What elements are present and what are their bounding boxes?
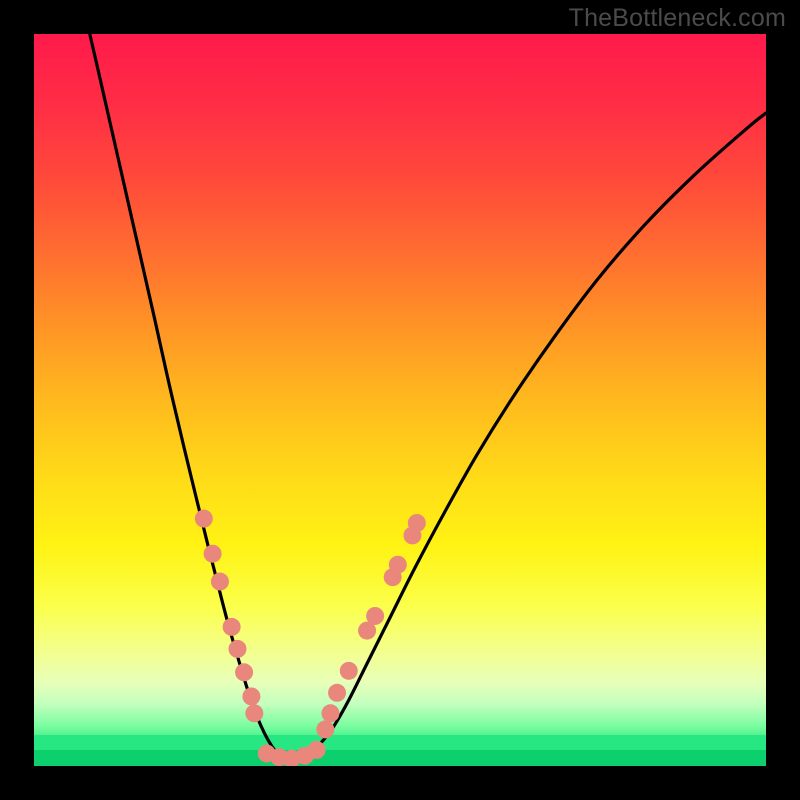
data-point-right xyxy=(321,704,339,722)
data-point-left xyxy=(228,640,246,658)
data-point-right xyxy=(389,556,407,574)
data-point-left xyxy=(242,687,260,705)
data-point-right xyxy=(328,684,346,702)
data-point-left xyxy=(245,704,263,722)
plot-area xyxy=(34,34,766,766)
data-point-left xyxy=(204,545,222,563)
data-point-right xyxy=(316,720,334,738)
watermark-text: TheBottleneck.com xyxy=(569,4,786,33)
chart-root: TheBottleneck.com xyxy=(0,0,800,800)
data-point-right xyxy=(340,662,358,680)
data-point-left xyxy=(211,573,229,591)
data-point-right xyxy=(366,607,384,625)
data-point-left xyxy=(195,510,213,528)
data-point-bottom xyxy=(308,741,326,759)
data-point-left xyxy=(235,663,253,681)
curve-layer xyxy=(34,34,766,766)
bottleneck-curve xyxy=(83,5,766,763)
data-point-right xyxy=(408,514,426,532)
data-point-left xyxy=(223,618,241,636)
